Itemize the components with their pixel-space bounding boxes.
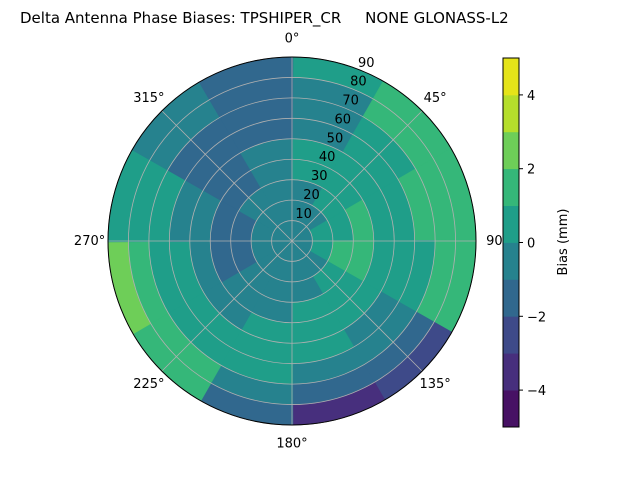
angular-tick-label: 315° [133, 91, 164, 106]
colorbar-tick-label: −2 [527, 310, 546, 325]
angular-gridline [161, 110, 293, 242]
angular-tick-label: 0° [285, 32, 300, 47]
radial-tick-label: 60 [334, 112, 351, 127]
radial-tick-label: 20 [303, 188, 320, 203]
colorbar-level [503, 58, 519, 96]
angular-tick-label: 135° [419, 377, 450, 392]
radial-tick-label: 50 [327, 131, 344, 146]
angular-tick-label: 45° [424, 91, 447, 106]
colorbar: −4 −2 0 2 4 Bias (mm) [502, 57, 571, 428]
polar-axes: 0° 45° 90 135° 180° 225° 270° 315° 10 20 30 40 50 60 7… [74, 32, 503, 452]
colorbar-level [503, 316, 519, 354]
radial-tick-label: 70 [342, 94, 359, 109]
radial-tick-label: 80 [350, 75, 367, 90]
colorbar-level [503, 242, 519, 280]
colorbar-tick-label: 2 [527, 163, 535, 178]
angular-tick-label: 180° [276, 436, 307, 451]
colorbar-tick-label: 0 [527, 237, 535, 252]
colorbar-level [503, 390, 519, 428]
colorbar-level [503, 353, 519, 391]
angular-gridline [291, 110, 423, 242]
chart-title: Delta Antenna Phase Biases: TPSHIPER_CR … [20, 9, 509, 28]
colorbar-tick-label: 4 [527, 89, 535, 104]
colorbar-level [503, 205, 519, 243]
angular-gridline [161, 240, 293, 372]
radial-tick-label: 40 [319, 150, 336, 165]
radial-tick-label: 30 [311, 169, 328, 184]
colorbar-level [503, 279, 519, 317]
polar-frame [107, 56, 477, 426]
radial-tick-label: 90 [358, 56, 375, 71]
colorbar-label: Bias (mm) [556, 209, 571, 276]
colorbar-level [503, 131, 519, 170]
angular-gridline [291, 240, 423, 372]
colorbar-level [503, 94, 519, 133]
colorbar-level [503, 168, 519, 206]
angular-tick-label: 90 [486, 234, 503, 249]
angular-tick-label: 270° [74, 234, 105, 249]
angular-tick-label: 225° [133, 377, 164, 392]
radial-tick-label: 10 [295, 207, 312, 222]
colorbar-tick-label: −4 [527, 384, 546, 399]
